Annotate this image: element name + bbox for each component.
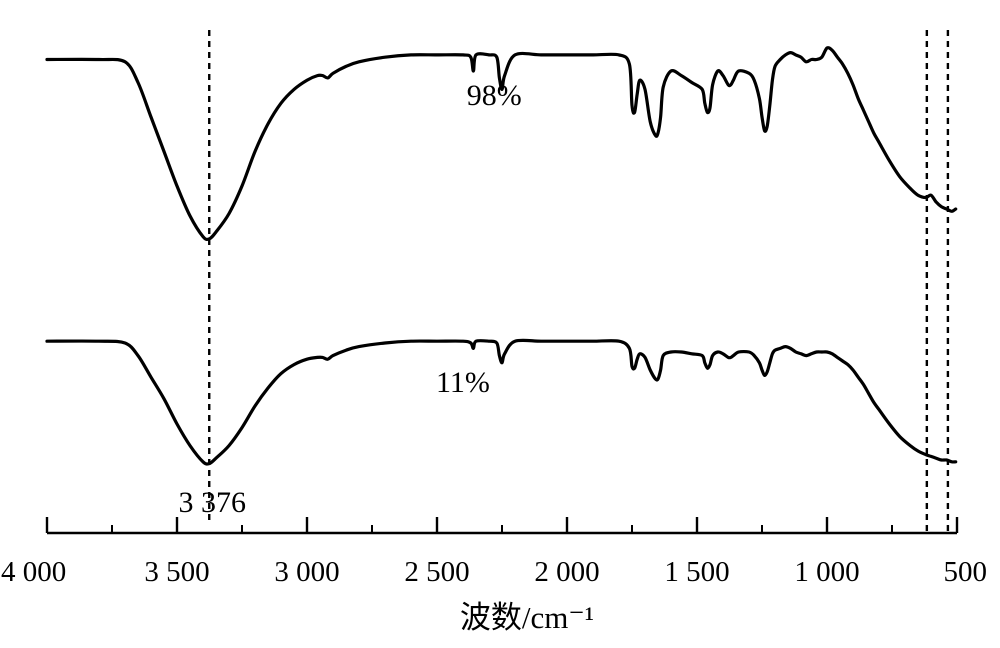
x-tick-label: 2 500 xyxy=(404,556,469,588)
spectra xyxy=(45,46,958,466)
x-tick-label: 3 000 xyxy=(274,556,339,588)
series-label-1: 98% xyxy=(467,79,522,112)
x-tick-label: 2 000 xyxy=(534,556,599,588)
chart-labels: 98% 11% 3 376 波数/cm⁻¹ xyxy=(178,79,594,635)
x-tick-label: 1 000 xyxy=(794,556,859,588)
series-label-2: 11% xyxy=(436,366,490,399)
spectrum-line-1 xyxy=(45,46,958,242)
spectrum-line-2 xyxy=(45,338,958,466)
x-tick-label: 500 xyxy=(944,556,988,588)
reference-lines xyxy=(208,30,950,533)
x-axis-title: 波数/cm⁻¹ xyxy=(460,600,594,635)
peak-annotation: 3 376 xyxy=(178,486,246,519)
x-tick-label: 3 500 xyxy=(144,556,209,588)
x-tick-label: 1 500 xyxy=(664,556,729,588)
x-axis: 4 000 3 500 3 000 2 500 2 000 1 500 1 000 500 xyxy=(1,517,987,588)
x-tick-label: 4 000 xyxy=(1,556,66,588)
